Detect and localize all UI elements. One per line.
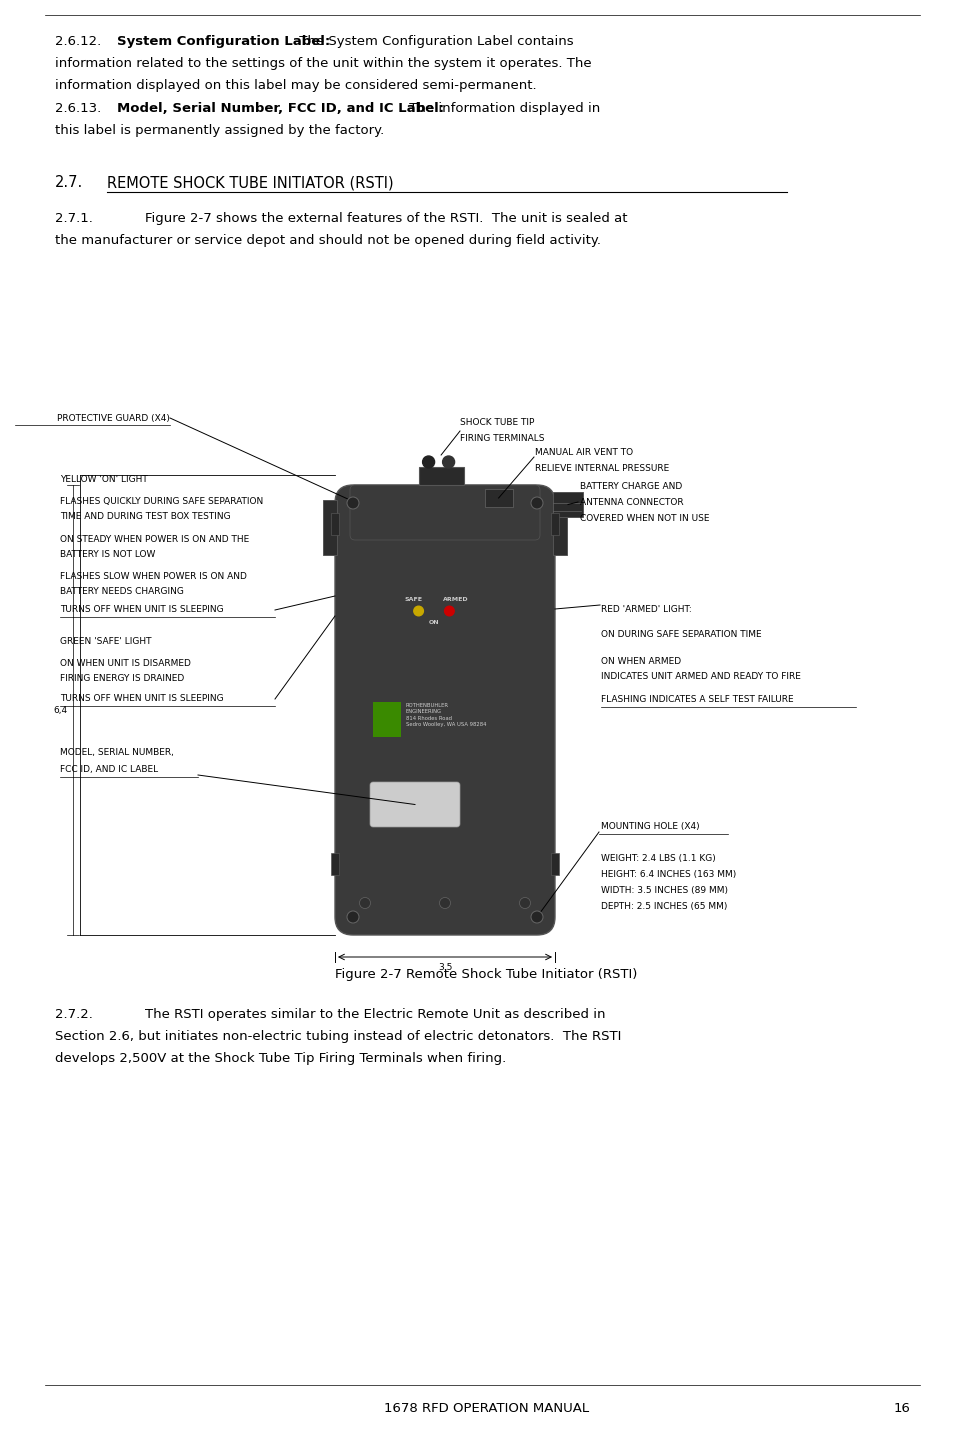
Text: BATTERY NEEDS CHARGING: BATTERY NEEDS CHARGING [60, 588, 184, 596]
Text: MODEL, SERIAL NUMBER,: MODEL, SERIAL NUMBER, [60, 747, 174, 757]
Circle shape [414, 606, 423, 616]
FancyBboxPatch shape [335, 485, 555, 935]
Text: ROTHENBUHLER
ENGINEERING
814 Rhodes Road
Sedro Woolley, WA USA 98284: ROTHENBUHLER ENGINEERING 814 Rhodes Road… [406, 703, 486, 727]
Text: 2.6.13.: 2.6.13. [55, 102, 101, 115]
Text: 2.7.2.: 2.7.2. [55, 1008, 92, 1021]
Text: Figure 2-7 shows the external features of the RSTI.  The unit is sealed at: Figure 2-7 shows the external features o… [145, 212, 628, 225]
Text: ON STEADY WHEN POWER IS ON AND THE: ON STEADY WHEN POWER IS ON AND THE [60, 536, 249, 544]
Text: ON WHEN UNIT IS DISARMED: ON WHEN UNIT IS DISARMED [60, 660, 191, 668]
Text: the manufacturer or service depot and should not be opened during field activity: the manufacturer or service depot and sh… [55, 235, 601, 248]
Bar [485, 490, 513, 507]
Text: ARMED: ARMED [443, 598, 468, 602]
Bar [551, 852, 559, 876]
Text: 6,4: 6,4 [53, 706, 67, 714]
Text: REMOTE SHOCK TUBE INITIATOR (RSTI): REMOTE SHOCK TUBE INITIATOR (RSTI) [107, 176, 394, 190]
Text: SHOCK TUBE TIP: SHOCK TUBE TIP [460, 418, 534, 428]
Text: PROTECTIVE GUARD (X4): PROTECTIVE GUARD (X4) [57, 413, 170, 422]
Text: develops 2,500V at the Shock Tube Tip Firing Terminals when firing.: develops 2,500V at the Shock Tube Tip Fi… [55, 1053, 506, 1066]
FancyBboxPatch shape [350, 485, 540, 540]
Text: 16: 16 [893, 1401, 910, 1414]
Text: YELLOW 'ON' LIGHT: YELLOW 'ON' LIGHT [60, 475, 148, 484]
Text: TURNS OFF WHEN UNIT IS SLEEPING: TURNS OFF WHEN UNIT IS SLEEPING [60, 694, 224, 703]
Text: information related to the settings of the unit within the system it operates. T: information related to the settings of t… [55, 58, 592, 71]
Text: 2.6.12.: 2.6.12. [55, 35, 101, 48]
Text: GREEN 'SAFE' LIGHT: GREEN 'SAFE' LIGHT [60, 636, 152, 647]
Text: FCC ID, AND IC LABEL: FCC ID, AND IC LABEL [60, 765, 159, 775]
Circle shape [359, 897, 371, 909]
Text: FIRING TERMINALS: FIRING TERMINALS [460, 433, 545, 444]
Bar [323, 500, 337, 554]
Bar [331, 513, 339, 536]
Text: Section 2.6, but initiates non-electric tubing instead of electric detonators.  : Section 2.6, but initiates non-electric … [55, 1030, 622, 1043]
Text: 2.7.1.: 2.7.1. [55, 212, 92, 225]
Circle shape [520, 897, 530, 909]
Text: MANUAL AIR VENT TO: MANUAL AIR VENT TO [535, 448, 633, 456]
Text: 1678 RFD OPERATION MANUAL: 1678 RFD OPERATION MANUAL [384, 1401, 589, 1414]
Text: The System Configuration Label contains: The System Configuration Label contains [295, 35, 574, 48]
Text: BATTERY IS NOT LOW: BATTERY IS NOT LOW [60, 550, 156, 559]
Text: this label is permanently assigned by the factory.: this label is permanently assigned by th… [55, 124, 384, 137]
Text: TURNS OFF WHEN UNIT IS SLEEPING: TURNS OFF WHEN UNIT IS SLEEPING [60, 605, 224, 613]
Text: ON DURING SAFE SEPARATION TIME: ON DURING SAFE SEPARATION TIME [601, 631, 762, 639]
Text: Figure 2-7 Remote Shock Tube Initiator (RSTI): Figure 2-7 Remote Shock Tube Initiator (… [336, 968, 637, 981]
Circle shape [445, 606, 454, 616]
Text: TIME AND DURING TEST BOX TESTING: TIME AND DURING TEST BOX TESTING [60, 513, 231, 521]
Text: The RSTI operates similar to the Electric Remote Unit as described in: The RSTI operates similar to the Electri… [145, 1008, 605, 1021]
Text: ON: ON [429, 621, 440, 625]
Text: FLASHES QUICKLY DURING SAFE SEPARATION: FLASHES QUICKLY DURING SAFE SEPARATION [60, 497, 264, 505]
Text: System Configuration Label:: System Configuration Label: [117, 35, 330, 48]
Text: RED 'ARMED' LIGHT:: RED 'ARMED' LIGHT: [601, 605, 692, 613]
Bar [331, 852, 339, 876]
Circle shape [443, 456, 454, 468]
Text: SAFE: SAFE [405, 598, 422, 602]
Text: ON WHEN ARMED: ON WHEN ARMED [601, 657, 681, 665]
Text: HEIGHT: 6.4 INCHES (163 MM): HEIGHT: 6.4 INCHES (163 MM) [601, 870, 737, 878]
Circle shape [347, 912, 359, 923]
Circle shape [531, 912, 543, 923]
Text: DEPTH: 2.5 INCHES (65 MM): DEPTH: 2.5 INCHES (65 MM) [601, 901, 728, 912]
Bar [373, 703, 401, 737]
Text: Model, Serial Number, FCC ID, and IC Label:: Model, Serial Number, FCC ID, and IC Lab… [117, 102, 444, 115]
Text: 2.7.: 2.7. [55, 176, 84, 190]
Bar [553, 492, 583, 517]
Bar [418, 467, 463, 485]
Text: MOUNTING HOLE (X4): MOUNTING HOLE (X4) [601, 822, 700, 831]
Text: information displayed on this label may be considered semi-permanent.: information displayed on this label may … [55, 79, 537, 92]
Text: WEIGHT: 2.4 LBS (1.1 KG): WEIGHT: 2.4 LBS (1.1 KG) [601, 854, 716, 863]
Text: FIRING ENERGY IS DRAINED: FIRING ENERGY IS DRAINED [60, 674, 184, 683]
Text: FLASHES SLOW WHEN POWER IS ON AND: FLASHES SLOW WHEN POWER IS ON AND [60, 572, 247, 580]
Bar [553, 500, 567, 554]
Text: COVERED WHEN NOT IN USE: COVERED WHEN NOT IN USE [580, 514, 709, 523]
Bar [551, 513, 559, 536]
FancyBboxPatch shape [370, 782, 460, 827]
Text: INDICATES UNIT ARMED AND READY TO FIRE: INDICATES UNIT ARMED AND READY TO FIRE [601, 672, 801, 681]
Text: 3.5: 3.5 [438, 963, 452, 972]
Circle shape [422, 456, 435, 468]
Text: WIDTH: 3.5 INCHES (89 MM): WIDTH: 3.5 INCHES (89 MM) [601, 886, 728, 896]
Circle shape [531, 497, 543, 508]
Circle shape [347, 497, 359, 508]
Text: ANTENNA CONNECTOR: ANTENNA CONNECTOR [580, 498, 684, 507]
Circle shape [440, 897, 450, 909]
Text: BATTERY CHARGE AND: BATTERY CHARGE AND [580, 482, 682, 491]
Text: FLASHING INDICATES A SELF TEST FAILURE: FLASHING INDICATES A SELF TEST FAILURE [601, 696, 794, 704]
Text: RELIEVE INTERNAL PRESSURE: RELIEVE INTERNAL PRESSURE [535, 464, 669, 472]
Text: The information displayed in: The information displayed in [405, 102, 600, 115]
